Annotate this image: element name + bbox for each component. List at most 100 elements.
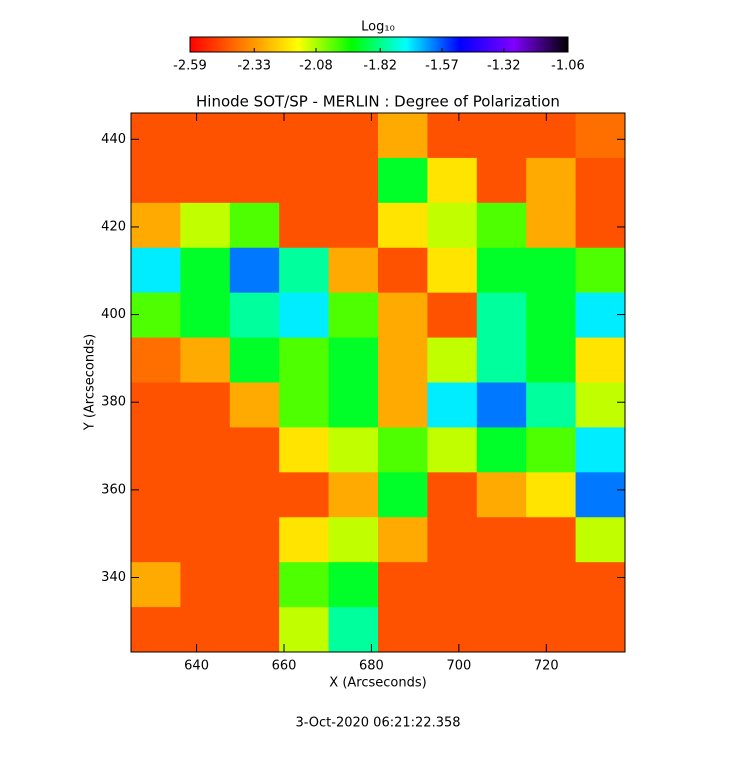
heatmap-cell (575, 202, 626, 249)
heatmap-cell (279, 247, 330, 294)
heatmap-cell (131, 157, 181, 204)
heatmap-cell (328, 472, 379, 518)
heatmap-cell (279, 607, 330, 653)
heatmap-cell (328, 113, 379, 159)
heatmap-cell (526, 202, 577, 249)
heatmap-cell (229, 337, 280, 383)
heatmap-cell (427, 113, 478, 159)
x-axis-label: X (Arcseconds) (329, 676, 426, 691)
heatmap-cell (131, 562, 181, 608)
heatmap-cell (328, 292, 379, 339)
heatmap-cell (476, 202, 527, 249)
heatmap-cell (279, 517, 330, 563)
heatmap-cell (131, 247, 181, 294)
y-tick-label: 340 (101, 570, 126, 585)
heatmap-cell (180, 472, 231, 518)
heatmap-cell (476, 427, 527, 473)
heatmap-cell (328, 382, 379, 428)
heatmap-cell (378, 562, 428, 608)
heatmap-cell (279, 202, 330, 249)
heatmap-cell (378, 427, 428, 473)
colorbar-tick-label: -2.33 (237, 59, 271, 74)
heatmap-cell (279, 427, 330, 473)
heatmap-cell (279, 337, 330, 383)
x-tick-label: 660 (272, 659, 297, 674)
heatmap-cell (131, 517, 181, 563)
heatmap-cell (526, 427, 577, 473)
heatmap-cell (378, 157, 428, 204)
heatmap-cell (131, 113, 181, 159)
heatmap-cell (526, 607, 577, 653)
heatmap-cell (378, 472, 428, 518)
heatmap-cell (378, 607, 428, 653)
heatmap-cell (575, 247, 626, 294)
heatmap-cell (526, 517, 577, 563)
heatmap-cell (427, 517, 478, 563)
heatmap-cell (279, 157, 330, 204)
heatmap-cell (229, 607, 280, 653)
x-tick-label: 720 (534, 659, 559, 674)
heatmap-cell (180, 337, 231, 383)
heatmap-cell (427, 562, 478, 608)
heatmap-cell (131, 472, 181, 518)
heatmap-cell (229, 292, 280, 339)
heatmap-cell (526, 157, 577, 204)
colorbar-tick-label: -2.08 (299, 59, 333, 74)
heatmap-cell (575, 607, 626, 653)
heatmap-cell (575, 562, 626, 608)
heatmap-cell (180, 382, 231, 428)
colorbar-tick-label: -2.59 (173, 59, 207, 74)
heatmap-cell (476, 292, 527, 339)
heatmap-cell (575, 157, 626, 204)
heatmap-cell (229, 247, 280, 294)
heatmap-cell (279, 113, 330, 159)
heatmap-cell (378, 247, 428, 294)
heatmap-cell (131, 607, 181, 653)
heatmap-cell (328, 607, 379, 653)
heatmap-cell (427, 337, 478, 383)
heatmap-cell (476, 517, 527, 563)
heatmap-cell (180, 607, 231, 653)
heatmap-cell (279, 382, 330, 428)
heatmap-cell (378, 202, 428, 249)
heatmap-cell (575, 113, 626, 159)
footer-date: 3-Oct-2020 06:21:22.358 (295, 716, 460, 731)
heatmap-cell (526, 337, 577, 383)
heatmap-cell (328, 337, 379, 383)
heatmap-cell (378, 517, 428, 563)
heatmap-cell (427, 157, 478, 204)
heatmap-cell (378, 337, 428, 383)
heatmap-cell (131, 427, 181, 473)
heatmap-cell (476, 382, 527, 428)
heatmap-cell (476, 337, 527, 383)
y-tick-label: 440 (101, 132, 126, 147)
heatmap-cell (131, 337, 181, 383)
heatmap-cell (229, 113, 280, 159)
heatmap-cell (279, 292, 330, 339)
colorbar-tick-label: -1.32 (487, 59, 521, 74)
heatmap-cell (229, 202, 280, 249)
heatmap-cell (427, 427, 478, 473)
heatmap-cell (575, 382, 626, 428)
heatmap-cell (575, 472, 626, 518)
heatmap-cell (279, 472, 330, 518)
heatmap-cell (131, 202, 181, 249)
heatmap-cell (180, 202, 231, 249)
heatmap-cell (427, 247, 478, 294)
heatmap-cell (427, 202, 478, 249)
y-axis-label: Y (Arcseconds) (83, 334, 98, 431)
heatmap-cell (180, 562, 231, 608)
heatmap-cell (476, 472, 527, 518)
heatmap-cell (328, 517, 379, 563)
heatmap-cell (131, 292, 181, 339)
heatmap-cell (575, 517, 626, 563)
heatmap-cell (328, 562, 379, 608)
heatmap-cell (476, 157, 527, 204)
heatmap-cell (328, 157, 379, 204)
heatmap-cell (575, 427, 626, 473)
heatmap-cell (180, 247, 231, 294)
colorbar-tick-label: -1.82 (363, 59, 397, 74)
chart-title: Hinode SOT/SP - MERLIN : Degree of Polar… (196, 93, 560, 111)
y-tick-label: 420 (101, 219, 126, 234)
